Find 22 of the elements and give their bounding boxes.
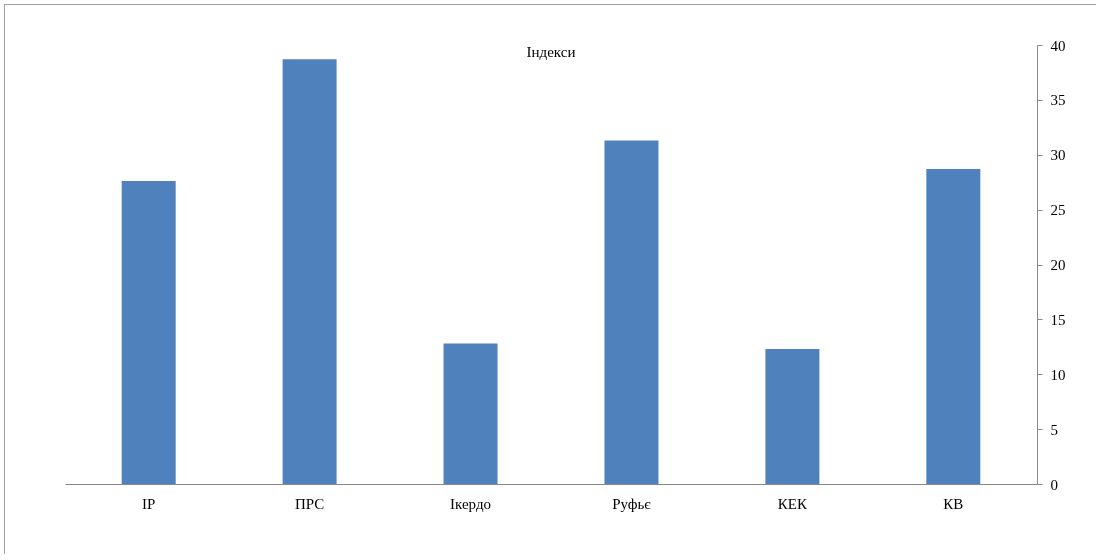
bar — [604, 140, 659, 484]
bar — [926, 169, 981, 484]
y-tick-label: 35 — [1050, 92, 1066, 109]
x-tick-label: КЕК — [777, 495, 808, 512]
x-tick-label: ІР — [142, 495, 156, 512]
bar — [121, 181, 176, 484]
x-tick-label: КВ — [943, 495, 964, 512]
y-tick-label: 15 — [1050, 311, 1066, 328]
x-tick-label: Руфьє — [612, 495, 652, 512]
x-tick-label: ПРС — [294, 495, 325, 512]
bar — [765, 349, 820, 484]
y-tick-label: 20 — [1050, 257, 1066, 273]
chart-title: Індекси — [526, 44, 576, 60]
y-tick-label: 30 — [1050, 147, 1066, 164]
x-tick-label: Ікердо — [450, 495, 492, 512]
bar — [282, 59, 337, 484]
y-tick-label: 10 — [1050, 366, 1066, 383]
y-tick-label: 40 — [1050, 37, 1066, 54]
y-tick-label: 0 — [1050, 476, 1058, 493]
y-tick-label: 5 — [1050, 421, 1058, 438]
y-tick-label: 25 — [1050, 202, 1066, 219]
bar — [443, 343, 498, 484]
